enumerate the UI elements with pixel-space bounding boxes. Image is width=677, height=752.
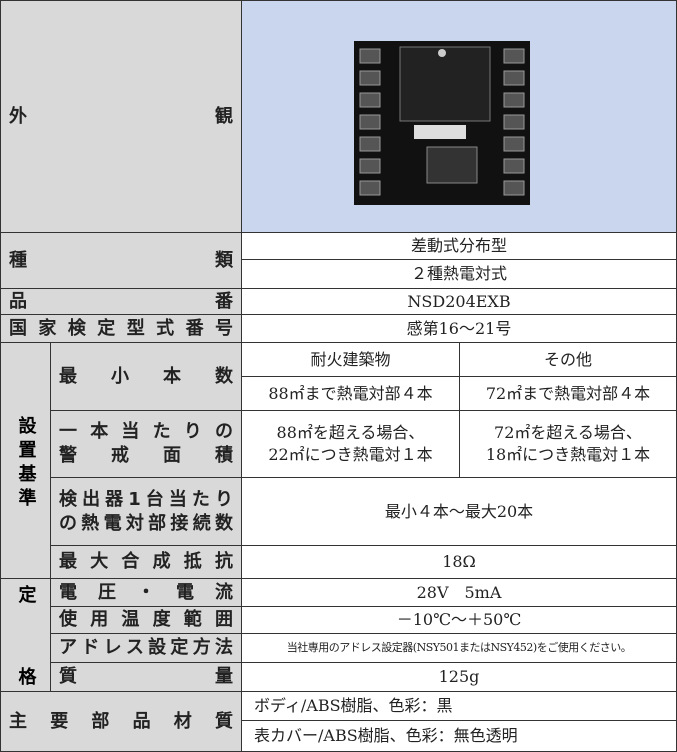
label-type: 種類 (1, 233, 242, 289)
value-cell: 88㎡まで熱電対部４本 (242, 377, 460, 411)
value-text: 72㎡まで熱電対部４本 (485, 383, 651, 403)
value-cell: 28V 5mA (242, 579, 677, 607)
group-rating: 定格 (1, 579, 51, 692)
value-text: ボディ/ABS樹脂、色彩：黒 (254, 696, 453, 715)
value-text: 耐火建築物 (310, 349, 391, 369)
label-area: 一本当たりの 警戒面積 (51, 411, 242, 478)
label-text: 最小本数 (59, 365, 233, 387)
value-text: 125g (438, 667, 480, 686)
label-connections: 検出器1台当たり の熱電対部接続数 (51, 478, 242, 546)
label-text: 外観 (9, 105, 233, 127)
value-text: 88㎡を超える場合、 (276, 423, 425, 442)
value-cell: 最小４本～最大20本 (242, 478, 677, 546)
value-text: その他 (543, 349, 592, 369)
label-resistance: 最大合成抵抗 (51, 546, 242, 579)
value-text: ２種熱電対式 (410, 264, 507, 283)
label-text: 品番 (9, 290, 233, 312)
header-cell: その他 (460, 343, 677, 377)
label-text: 定格 (15, 585, 37, 685)
label-text: 主要部品材質 (9, 710, 233, 732)
value-text: 18Ω (442, 552, 476, 571)
label-text: 警戒面積 (59, 445, 233, 466)
label-text: 一本当たりの (59, 421, 233, 442)
label-text: アドレス設定方法 (59, 637, 233, 658)
label-text: 国家検定型式番号 (9, 317, 233, 339)
label-address: アドレス設定方法 (51, 634, 242, 663)
value-text: 88㎡まで熱電対部４本 (268, 383, 433, 403)
value-text: 22㎡につき熱電対１本 (268, 445, 433, 464)
label-text: 種類 (9, 249, 233, 271)
label-text: 設置基準 (15, 415, 37, 506)
value-text: 28V 5mA (416, 582, 502, 602)
group-installation: 設置基準 (1, 343, 51, 579)
value-text: 当社専用のアドレス設定器(NSY501またはNSY452)をご使用ください。 (286, 641, 632, 654)
value-cell: 125g (242, 663, 677, 692)
value-text: －10℃～＋50℃ (396, 610, 522, 629)
value-text: 最小４本～最大20本 (384, 501, 534, 521)
device-illustration (354, 41, 530, 205)
header-cell: 耐火建築物 (242, 343, 460, 377)
label-min-count: 最小本数 (51, 343, 242, 411)
product-image (242, 1, 677, 233)
value-text: 感第16～21号 (406, 318, 512, 338)
label-materials: 主要部品材質 (1, 692, 242, 752)
value-text: 72㎡を超える場合、 (494, 423, 642, 442)
label-text: 電圧・電流 (59, 581, 233, 603)
value-cell: 18Ω (242, 546, 677, 579)
label-mass: 質量 (51, 663, 242, 692)
label-model: 品番 (1, 289, 242, 315)
value-cell: －10℃～＋50℃ (242, 607, 677, 634)
value-cell: 88㎡を超える場合、 22㎡につき熱電対１本 (242, 411, 460, 478)
label-temperature: 使用温度範囲 (51, 607, 242, 634)
label-approval: 国家検定型式番号 (1, 315, 242, 343)
value-cell: NSD204EXB (242, 289, 677, 315)
label-voltage: 電圧・電流 (51, 579, 242, 607)
label-text: 使用温度範囲 (59, 609, 233, 630)
value-text: NSD204EXB (407, 291, 511, 311)
value-cell: ２種熱電対式 (242, 260, 677, 289)
value-cell: 当社専用のアドレス設定器(NSY501またはNSY452)をご使用ください。 (242, 634, 677, 663)
label-text: 最大合成抵抗 (59, 551, 233, 572)
label-text: 質量 (59, 666, 233, 687)
label-text: の熱電対部接続数 (59, 512, 233, 534)
value-cell: ボディ/ABS樹脂、色彩：黒 (242, 692, 677, 721)
value-cell: 表カバー/ABS樹脂、色彩：無色透明 (242, 721, 677, 752)
value-cell: 72㎡を超える場合、 18㎡につき熱電対１本 (460, 411, 677, 478)
label-appearance: 外観 (1, 1, 242, 233)
value-text: 表カバー/ABS樹脂、色彩：無色透明 (254, 726, 518, 745)
value-cell: 72㎡まで熱電対部４本 (460, 377, 677, 411)
value-cell: 差動式分布型 (242, 233, 677, 260)
value-text: 差動式分布型 (410, 236, 507, 255)
value-text: 18㎡につき熱電対１本 (485, 445, 651, 464)
value-cell: 感第16～21号 (242, 315, 677, 343)
label-text: 検出器1台当たり (59, 488, 233, 510)
